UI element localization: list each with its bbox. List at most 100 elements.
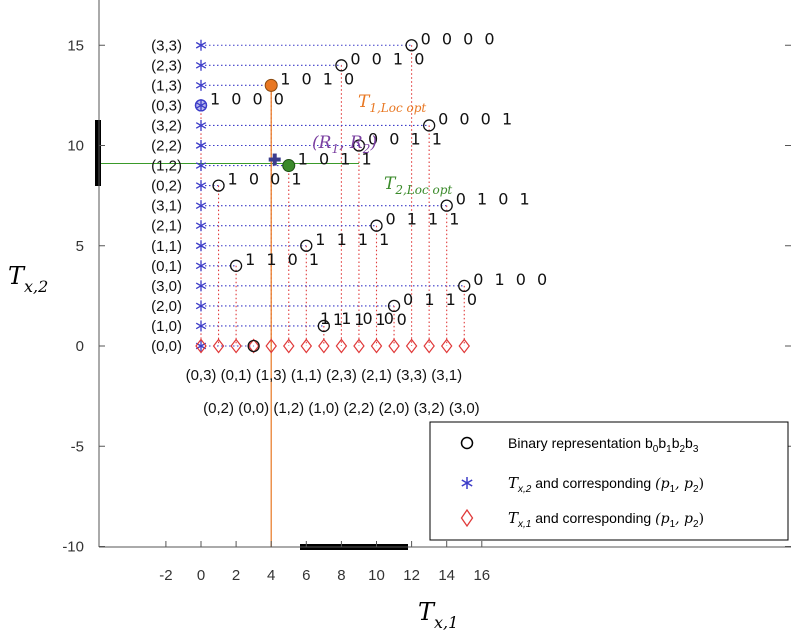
tx1-pair-label: (0,1) (221, 367, 252, 384)
binary-label: 0 1 1 0 (403, 290, 480, 309)
binary-label: 0 0 1 1 (368, 130, 445, 149)
tx2-star-marker (195, 200, 207, 212)
tx1-pair-label: (2,2) (344, 400, 375, 417)
tx1-pair-label: (0,0) (238, 400, 269, 417)
t2-loc-opt-label: T2,Loc opt (384, 174, 452, 197)
binary-circle-marker (335, 59, 348, 72)
binary-circle-marker (352, 139, 366, 152)
tx2-pair-label: (0,3) (151, 97, 182, 114)
tx2-pair-label: (3,0) (151, 278, 182, 295)
tx2-star-marker (195, 280, 207, 292)
tx2-pair-label: (2,1) (151, 218, 182, 235)
tx1-diamond-marker (423, 338, 435, 354)
tx1-pair-label: (0,2) (203, 400, 234, 417)
legend-diamond-marker (460, 508, 474, 528)
binary-circle-marker (370, 219, 383, 232)
tx2-star-marker (195, 240, 207, 252)
tx1-pair-label: (3,1) (431, 367, 462, 384)
tx2-star-marker (195, 79, 207, 91)
tx1-pair-label: (2,1) (361, 367, 392, 384)
tx2-pair-label: (1,3) (151, 77, 182, 94)
tx2-star-marker (195, 180, 207, 192)
binary-label: 1 1 0 0 (320, 309, 397, 328)
tx1-pair-label: (1,3) (256, 367, 287, 384)
tx2-pair-label: (0,0) (151, 338, 182, 355)
tx1-pair-label: (3,0) (449, 400, 480, 417)
r1-r2-label: (R1, R2) (312, 133, 377, 156)
legend-label-binary: Binary representation b0b1b2b3 (508, 435, 699, 455)
legend-box (429, 421, 789, 541)
y-tick-label: 15 (67, 37, 84, 54)
binary-label: 1 1 1 1 (315, 230, 392, 249)
tx2-star-marker (195, 320, 207, 332)
tx1-pair-label: (1,2) (273, 400, 304, 417)
x-tick-label: 6 (302, 567, 310, 584)
tx2-pair-label: (2,3) (151, 57, 182, 74)
t2-loc-opt-marker (282, 159, 296, 173)
binary-label: 1 1 1 0 (333, 310, 410, 329)
y-tick-label: 0 (76, 338, 84, 355)
r1-r2-marker (268, 153, 281, 166)
tx1-diamond-marker (335, 338, 348, 354)
binary-label: 0 1 0 1 (456, 190, 533, 209)
tx2-pair-label: (1,0) (151, 318, 182, 335)
tx1-diamond-marker (353, 338, 365, 354)
x-tick-label: 14 (438, 567, 455, 584)
binary-label: 1 0 0 0 (210, 89, 287, 108)
x-tick-label: 16 (473, 567, 490, 584)
tx1-pair-label: (1,1) (291, 367, 322, 384)
tx1-diamond-marker (458, 338, 471, 354)
t1-loc-opt-marker (264, 78, 278, 92)
x-tick-label: 8 (337, 567, 345, 584)
tx1-diamond-marker (440, 338, 453, 354)
x-tick-label: 12 (403, 567, 420, 584)
tx1-pair-label: (2,3) (326, 367, 357, 384)
tx2-star-marker (195, 260, 207, 272)
tx1-diamond-marker (300, 338, 313, 354)
tx2-star-marker (195, 59, 207, 71)
binary-label: 1 0 1 1 (298, 150, 375, 169)
binary-circle-marker (300, 239, 313, 252)
tx1-diamond-marker (370, 338, 383, 354)
binary-circle-marker (422, 119, 436, 132)
y-tick-label: -10 (62, 539, 84, 556)
tx1-diamond-marker (405, 338, 418, 354)
binary-circle-marker (212, 179, 225, 192)
tx2-star-marker (195, 140, 207, 151)
tx2-star-marker (195, 119, 207, 131)
binary-circle-marker (229, 259, 243, 272)
tx1-pair-label: (2,0) (379, 400, 410, 417)
data-labels: (0,0) (1,0) (2,0) (3,0) (0,1) (1,1) (2,1) (3,1)… (151, 29, 547, 417)
tx1-pair-label: (3,3) (396, 367, 427, 384)
t1-loc-opt-label: T1,Loc opt (358, 92, 426, 115)
tx2-pair-label: (0,2) (151, 178, 182, 195)
tx1-diamond-marker (195, 338, 207, 354)
binary-label: 0 0 0 1 (438, 109, 515, 128)
binary-label: 1 0 0 1 (228, 170, 305, 189)
y-tick-label: 10 (67, 138, 84, 155)
tx2-star-marker (195, 39, 207, 51)
tx1-diamond-marker (212, 338, 225, 354)
y-interval-bar (95, 120, 101, 186)
binary-circle-marker (405, 39, 418, 52)
legend-circle-marker (460, 436, 474, 450)
legend-label-tx1: Tx,1 and corresponding (p1, p2) (508, 509, 704, 530)
tx2-pair-label: (2,2) (151, 138, 182, 155)
legend-label-tx2: Tx,2 and corresponding (p1, p2) (508, 474, 704, 495)
legend: Binary representation b0b1b2b3 Tx,2 and … (429, 421, 789, 541)
tx2-pair-label: (3,2) (151, 117, 182, 134)
tx2-pair-label: (2,0) (151, 298, 182, 315)
tx2-pair-label: (3,3) (151, 37, 182, 54)
y-axis-label: Tx,2 (8, 262, 48, 296)
tx2-pair-label: (3,1) (151, 198, 182, 215)
y-tick-label: 5 (76, 238, 84, 255)
tx1-pair-label: (1,0) (308, 400, 339, 417)
binary-label: 1 0 1 0 (280, 69, 357, 88)
x-tick-label: -2 (159, 567, 172, 584)
x-tick-label: 10 (368, 567, 385, 584)
tx2-pair-label: (0,1) (151, 258, 182, 275)
binary-circle-marker (458, 279, 471, 293)
tx2-star-marker (195, 160, 207, 172)
binary-label: 0 0 0 0 (421, 29, 498, 48)
